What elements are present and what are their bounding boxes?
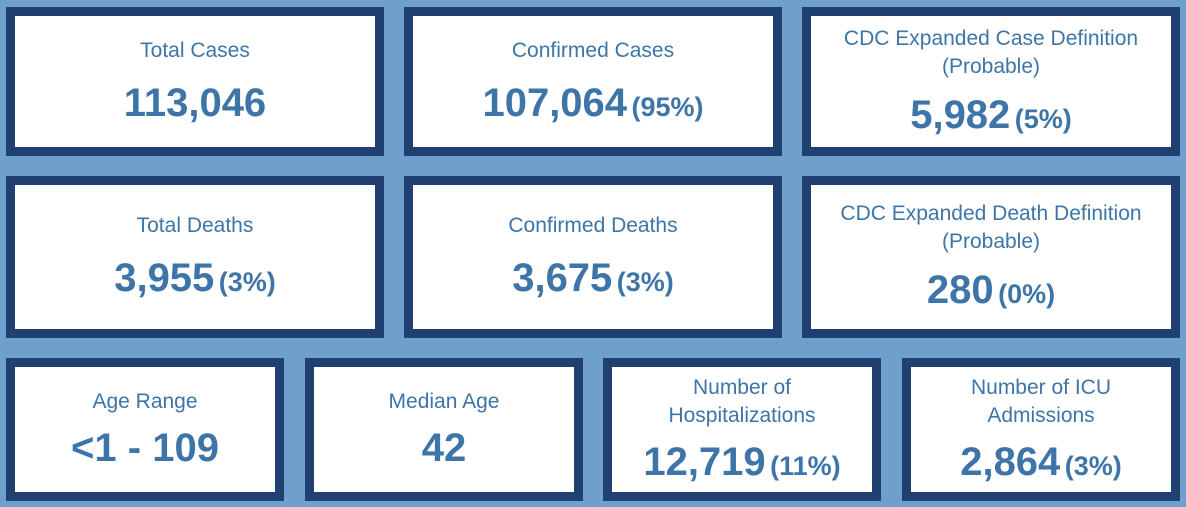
total-deaths-card: Total Deaths 3,955 (3%) — [6, 176, 384, 338]
confirmed-deaths-pct: (3%) — [616, 267, 674, 297]
probable-deaths-pct: (0%) — [998, 279, 1056, 309]
confirmed-deaths-label: Confirmed Deaths — [508, 214, 678, 237]
total-deaths-label: Total Deaths — [136, 214, 254, 237]
age-range-card: Age Range <1 - 109 — [6, 358, 284, 501]
median-age-value: 42 — [421, 425, 467, 470]
probable-deaths-card: CDC Expanded Death Definition (Probable)… — [802, 176, 1180, 338]
probable-cases-value: 5,982 — [910, 92, 1011, 137]
confirmed-cases-pct: (95%) — [631, 91, 704, 122]
hospitalizations-value: 12,719 — [643, 439, 766, 484]
confirmed-cases-card: Confirmed Cases 107,064 (95%) — [404, 7, 782, 156]
total-cases-value: 113,046 — [123, 80, 267, 125]
icu-admissions-value: 2,864 — [960, 439, 1061, 484]
icu-admissions-label: Number of ICU Admissions — [970, 375, 1112, 427]
confirmed-cases-value: 107,064 — [482, 80, 628, 125]
hospitalizations-label: Number of Hospitalizations — [668, 375, 816, 427]
confirmed-deaths-card: Confirmed Deaths 3,675 (3%) — [404, 176, 782, 338]
icu-admissions-card: Number of ICU Admissions 2,864 (3%) — [902, 358, 1180, 501]
hospitalizations-card: Number of Hospitalizations 12,719 (11%) — [603, 358, 881, 501]
confirmed-cases-label: Confirmed Cases — [511, 38, 675, 62]
icu-admissions-pct: (3%) — [1064, 450, 1122, 481]
hospitalizations-pct: (11%) — [770, 450, 841, 481]
probable-cases-label: CDC Expanded Case Definition (Probable) — [843, 26, 1139, 78]
total-deaths-pct: (3%) — [218, 267, 276, 297]
median-age-label: Median Age — [388, 389, 500, 413]
probable-deaths-value: 280 — [926, 268, 994, 312]
age-range-value: <1 - 109 — [71, 425, 219, 470]
age-range-label: Age Range — [92, 389, 198, 413]
total-cases-label: Total Cases — [140, 38, 250, 62]
probable-cases-card: CDC Expanded Case Definition (Probable) … — [802, 7, 1180, 156]
median-age-card: Median Age 42 — [305, 358, 583, 501]
probable-deaths-label: CDC Expanded Death Definition (Probable) — [840, 202, 1142, 253]
probable-cases-pct: (5%) — [1014, 103, 1072, 134]
total-deaths-value: 3,955 — [114, 256, 215, 300]
confirmed-deaths-value: 3,675 — [512, 256, 613, 300]
total-cases-card: Total Cases 113,046 — [6, 7, 384, 156]
